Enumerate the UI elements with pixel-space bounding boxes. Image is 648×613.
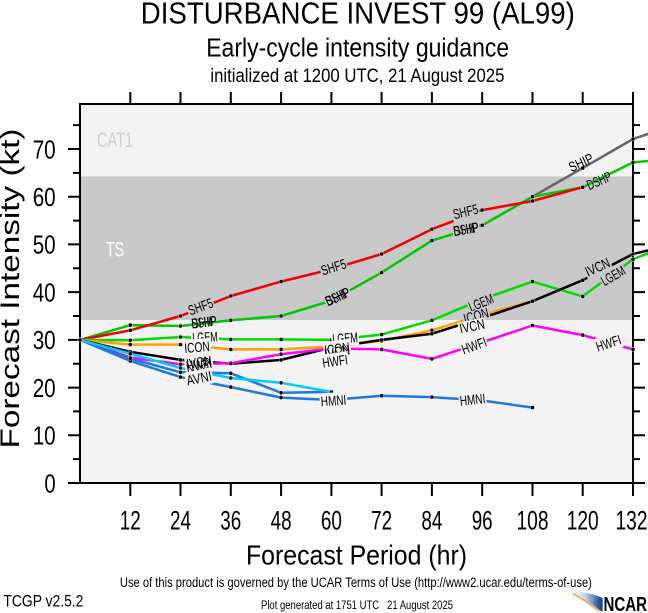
svg-text:Forecast Intensity (kt): Forecast Intensity (kt) <box>0 129 25 449</box>
svg-text:72: 72 <box>371 505 392 535</box>
svg-text:IVCN: IVCN <box>185 352 212 371</box>
svg-text:HWFI: HWFI <box>321 351 348 370</box>
svg-text:20: 20 <box>33 375 56 403</box>
svg-text:48: 48 <box>271 505 292 535</box>
svg-text:HWFI: HWFI <box>594 331 623 354</box>
svg-text:DSHP: DSHP <box>452 219 480 239</box>
svg-text:TCGP v2.5.2: TCGP v2.5.2 <box>3 591 83 610</box>
svg-text:HMNI: HMNI <box>459 390 486 409</box>
svg-text:SHF5: SHF5 <box>319 256 348 279</box>
svg-text:DSHP: DSHP <box>190 313 217 332</box>
svg-text:Forecast Period (hr): Forecast Period (hr) <box>246 540 467 571</box>
svg-text:60: 60 <box>33 184 56 212</box>
svg-text:0: 0 <box>44 470 55 498</box>
svg-text:TS: TS <box>106 239 124 262</box>
svg-text:36: 36 <box>220 505 241 535</box>
svg-text:Early-cycle intensity guidance: Early-cycle intensity guidance <box>206 34 509 62</box>
svg-text:96: 96 <box>472 505 493 535</box>
svg-text:Use of this product is governe: Use of this product is governed by the U… <box>120 575 592 590</box>
svg-text:84: 84 <box>421 505 442 535</box>
svg-text:12: 12 <box>120 505 141 535</box>
svg-text:HMNI: HMNI <box>320 392 347 410</box>
svg-text:60: 60 <box>321 505 342 535</box>
svg-text:SHIP: SHIP <box>190 313 217 332</box>
svg-text:AVNI: AVNI <box>185 368 213 389</box>
svg-text:40: 40 <box>33 279 56 307</box>
svg-text:IVCN: IVCN <box>458 316 486 337</box>
svg-text:132: 132 <box>616 505 648 535</box>
svg-text:24: 24 <box>170 505 191 535</box>
svg-text:SHIP: SHIP <box>452 219 480 239</box>
svg-text:CAT1: CAT1 <box>97 129 133 152</box>
svg-text:120: 120 <box>567 505 599 535</box>
svg-text:108: 108 <box>517 505 549 535</box>
svg-text:SHF5: SHF5 <box>451 201 480 222</box>
svg-text:DISTURBANCE INVEST 99 (AL99): DISTURBANCE INVEST 99 (AL99) <box>141 0 575 31</box>
svg-text:Plot generated at 1751 UTC 2: Plot generated at 1751 UTC 21 August 202… <box>261 598 453 612</box>
svg-text:ICON: ICON <box>184 338 211 356</box>
svg-text:30: 30 <box>33 327 56 355</box>
svg-text:50: 50 <box>33 232 56 260</box>
svg-text:70: 70 <box>33 136 56 164</box>
svg-text:initialized at 1200 UTC, 21 Au: initialized at 1200 UTC, 21 August 2025 <box>210 65 504 87</box>
svg-text:NCAR: NCAR <box>604 593 648 613</box>
svg-text:10: 10 <box>33 423 56 451</box>
